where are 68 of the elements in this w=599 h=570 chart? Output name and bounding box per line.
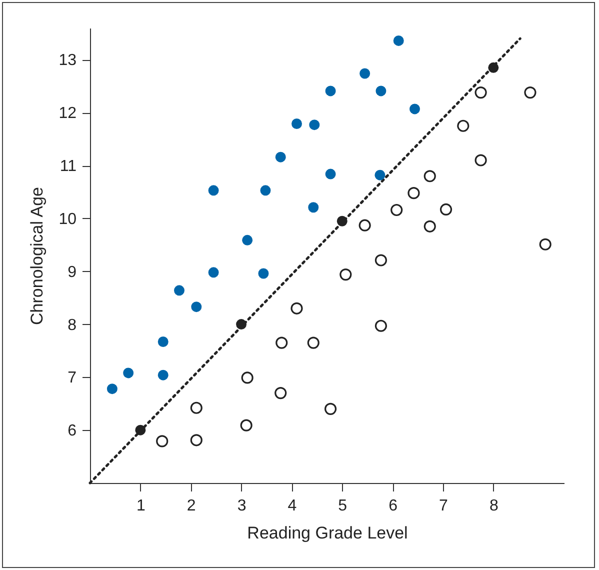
y-axis-title: Chronological Age [28, 187, 47, 325]
y-tick-label: 6 [68, 422, 77, 440]
point [158, 370, 168, 380]
x-tick-label: 2 [186, 498, 196, 514]
y-tick-label: 9 [68, 264, 77, 281]
y-tick-label: 11 [60, 158, 77, 176]
point [208, 267, 219, 278]
x-tick-label: 5 [338, 498, 348, 514]
point [374, 254, 387, 266]
y-tick-label: 12 [58, 105, 77, 122]
x-tick-label: 1 [136, 498, 146, 514]
x-tick-label: 3 [237, 498, 246, 514]
y-tick-label: 13 [58, 52, 77, 70]
point [156, 435, 168, 448]
point [358, 219, 371, 232]
point [275, 152, 286, 162]
y-tick-label: 10 [58, 210, 77, 228]
point [236, 319, 247, 330]
point [290, 302, 303, 314]
point [393, 35, 404, 46]
point [474, 154, 487, 166]
point [123, 368, 134, 378]
point [325, 168, 336, 180]
point [374, 170, 386, 180]
point [258, 268, 269, 279]
x-axis-title: Reading Grade Level [247, 524, 408, 542]
point [408, 187, 420, 200]
point [190, 402, 202, 414]
point [276, 336, 288, 349]
point [190, 434, 202, 446]
point [376, 86, 386, 96]
point [340, 268, 352, 281]
point [309, 120, 320, 130]
x-tick-label: 6 [388, 498, 398, 514]
point [308, 202, 319, 213]
point [390, 204, 403, 216]
point [242, 234, 253, 246]
point [539, 238, 552, 250]
x-tick-label: 7 [439, 498, 448, 514]
point [324, 402, 337, 415]
point [374, 320, 387, 332]
point [240, 419, 252, 432]
point [524, 86, 536, 99]
y-tick-label: 8 [68, 316, 77, 334]
point [360, 68, 370, 79]
point [274, 387, 287, 400]
point [409, 104, 420, 114]
point [424, 220, 436, 232]
point [135, 424, 146, 436]
point [488, 62, 499, 73]
point [474, 86, 487, 99]
x-tick-label: 8 [489, 498, 498, 514]
point [440, 203, 452, 216]
point [191, 302, 202, 312]
point [307, 336, 320, 349]
point [336, 216, 348, 226]
point [424, 170, 436, 182]
point [106, 384, 118, 394]
point [241, 372, 254, 384]
x-tick-label: 4 [288, 498, 297, 514]
point [208, 185, 219, 196]
point [292, 118, 302, 129]
point [325, 86, 336, 96]
point [260, 185, 271, 196]
y-tick-label: 7 [68, 370, 77, 387]
point [174, 285, 184, 296]
point [457, 120, 470, 132]
point [158, 336, 168, 347]
